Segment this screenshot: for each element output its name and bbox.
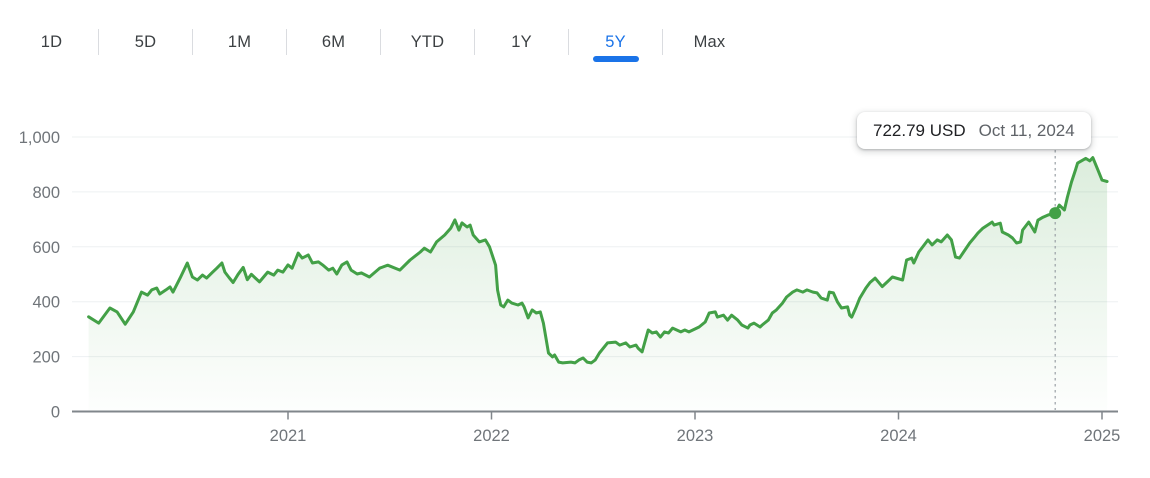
- price-tooltip: 722.79 USD Oct 11, 2024: [857, 112, 1091, 149]
- tab-divider: [474, 29, 475, 55]
- tab-divider: [662, 29, 663, 55]
- tab-divider: [568, 29, 569, 55]
- tab-6m[interactable]: 6M: [287, 22, 380, 62]
- y-axis-label: 800: [32, 184, 60, 202]
- selected-tab-underline: [592, 56, 639, 62]
- tab-divider: [286, 29, 287, 55]
- tab-label: 1M: [227, 32, 252, 51]
- tab-divider: [380, 29, 381, 55]
- y-axis-label: 400: [32, 294, 60, 312]
- price-line: [87, 156, 1109, 365]
- tab-divider: [192, 29, 193, 55]
- tab-5d[interactable]: 5D: [99, 22, 192, 62]
- tab-label: 6M: [321, 32, 346, 51]
- y-axis-label: 0: [51, 404, 60, 422]
- x-axis-label: 2024: [880, 427, 917, 445]
- tab-label: Max: [693, 32, 726, 51]
- tab-5y[interactable]: 5Y: [569, 22, 662, 62]
- tooltip-price: 722.79 USD: [873, 120, 966, 140]
- x-axis-label: 2022: [473, 427, 510, 445]
- crosshair-dot: [1049, 207, 1062, 220]
- tab-1d[interactable]: 1D: [5, 22, 98, 62]
- x-axis-label: 2025: [1084, 427, 1121, 445]
- tab-label: YTD: [410, 32, 445, 51]
- tab-max[interactable]: Max: [663, 22, 756, 62]
- tab-ytd[interactable]: YTD: [381, 22, 474, 62]
- price-area: [88, 157, 1108, 411]
- y-axis-label: 1,000: [19, 129, 60, 147]
- x-axis-label: 2023: [677, 427, 714, 445]
- tab-divider: [98, 29, 99, 55]
- tab-label: 5D: [134, 32, 157, 51]
- tab-1m[interactable]: 1M: [193, 22, 286, 62]
- tab-label: 5Y: [605, 32, 626, 51]
- tab-1y[interactable]: 1Y: [475, 22, 568, 62]
- tab-label: 1D: [40, 32, 63, 51]
- y-axis-label: 600: [32, 239, 60, 257]
- tab-label: 1Y: [511, 32, 532, 51]
- y-axis-label: 200: [32, 349, 60, 367]
- time-range-tabbar: 1D 5D 1M 6M YTD 1Y 5Y Max: [5, 22, 756, 62]
- x-axis-label: 2021: [270, 427, 307, 445]
- tooltip-date: Oct 11, 2024: [978, 120, 1075, 140]
